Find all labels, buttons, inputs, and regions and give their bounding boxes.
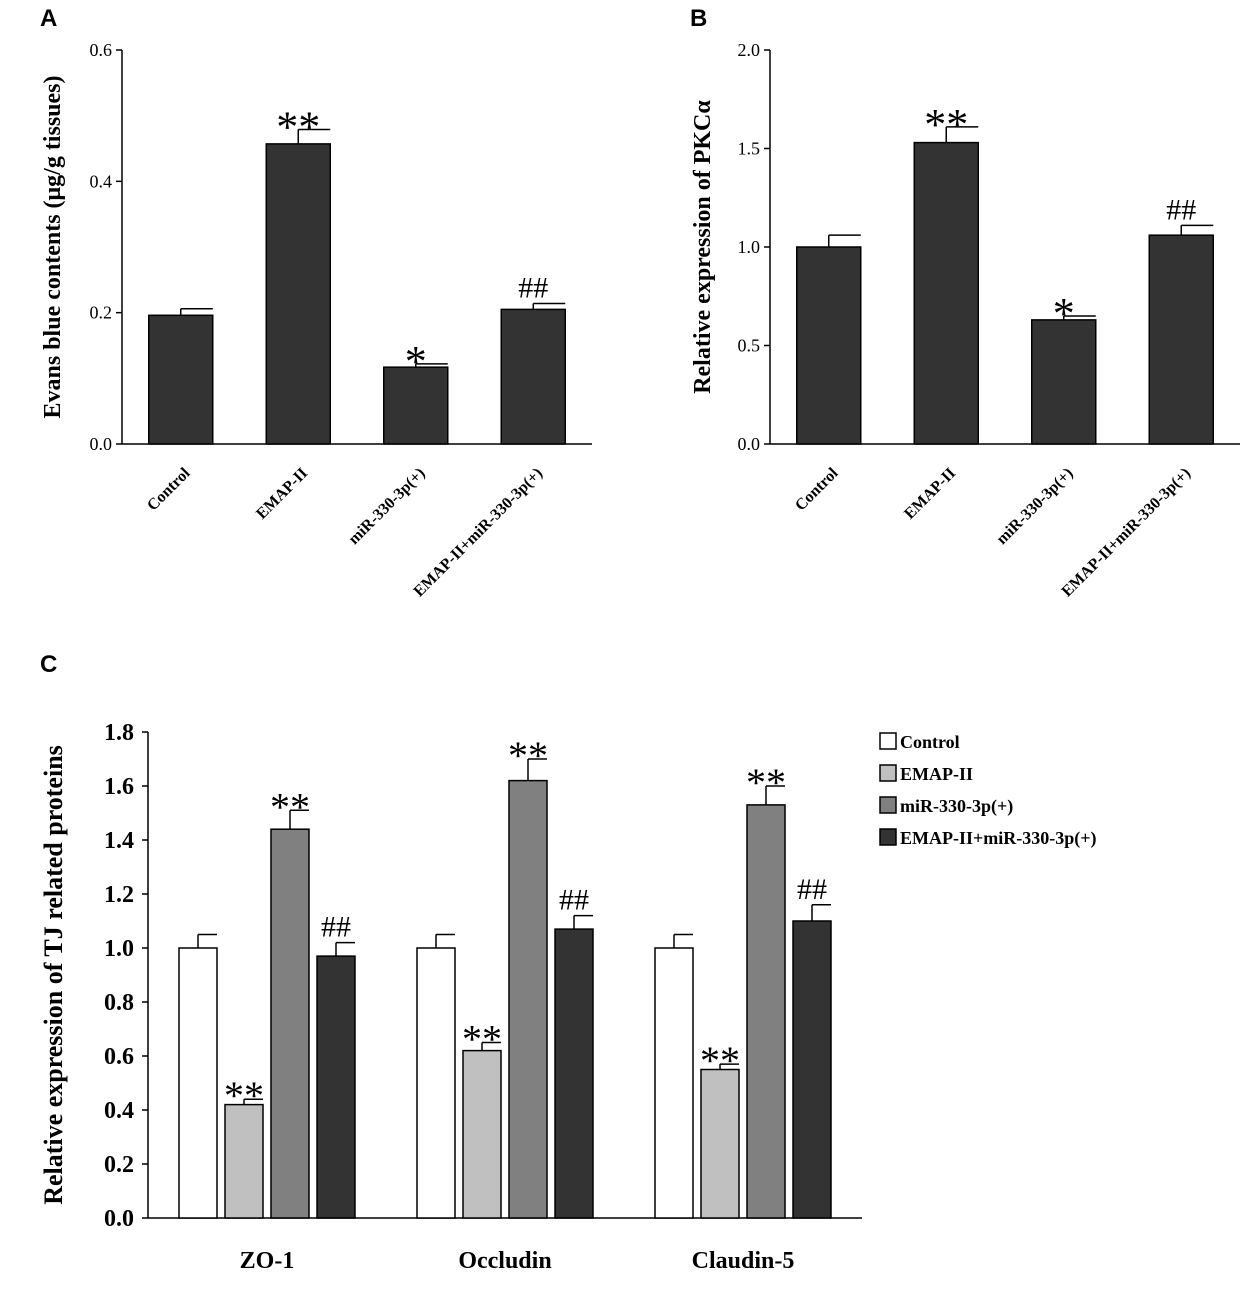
b-y-tick-label: 2.0 (738, 40, 761, 60)
a-annotation: * (405, 337, 427, 386)
b-annotation: ## (1166, 193, 1196, 226)
b-x-tick-label: miR-330-3p(+) (993, 465, 1076, 548)
c-legend-swatch (879, 828, 897, 846)
c-bar (554, 928, 594, 1219)
c-y-tick-label: 1.8 (104, 720, 134, 746)
c-legend-swatch (879, 732, 897, 750)
a-x-tick-label: miR-330-3p(+) (345, 465, 428, 548)
c-legend-label: Control (900, 732, 960, 752)
a-y-tick-label: 0.2 (90, 303, 113, 323)
panel-label-a: A (40, 5, 57, 32)
c-bar (224, 1103, 264, 1219)
c-bar (700, 1068, 740, 1219)
b-bar (1031, 319, 1097, 445)
panel-label-c: C (40, 651, 57, 678)
a-x-tick-label: Control (144, 464, 194, 514)
b-y-axis-label: Relative expression of PKCα (690, 100, 716, 394)
b-y-tick-label: 1.5 (738, 139, 761, 159)
c-legend-label: miR-330-3p(+) (900, 796, 1013, 817)
a-bar (265, 143, 331, 445)
chart-panel-a: 0.0 0.2 0.4 0.6 Control ** EMAP-II * miR-330-3p(… (40, 40, 592, 600)
b-y-tick-label: 0.0 (738, 434, 761, 454)
a-x-tick-label: EMAP-II+miR-330-3p(+) (411, 465, 547, 601)
b-x-tick-label: Control (792, 464, 842, 514)
c-x-tick-label: ZO-1 (240, 1248, 295, 1274)
c-annotation: ** (224, 1073, 264, 1118)
c-y-tick-label: 0.4 (104, 1098, 134, 1124)
b-y-tick-label: 1.0 (738, 237, 761, 257)
c-y-tick-label: 0.2 (104, 1152, 134, 1178)
b-annotation: * (1053, 289, 1075, 338)
c-y-tick-label: 1.0 (104, 936, 134, 962)
c-legend-swatch (879, 796, 897, 814)
c-y-tick-label: 0.8 (104, 990, 134, 1016)
c-x-tick-label: Claudin-5 (692, 1248, 795, 1274)
c-bar (508, 779, 548, 1219)
c-annotation: ** (746, 760, 786, 805)
c-bar (792, 920, 832, 1219)
c-legend: Control EMAP-II miR-330-3p(+) EMAP-II+miR-3… (879, 732, 1097, 849)
a-bar (148, 314, 214, 445)
c-legend-swatch (879, 764, 897, 782)
c-annotation: ## (797, 873, 827, 906)
c-legend-label: EMAP-II+miR-330-3p(+) (900, 828, 1097, 849)
a-annotation: ** (276, 102, 320, 151)
c-annotation: ## (321, 911, 351, 944)
c-bar (746, 804, 786, 1219)
b-y-tick-label: 0.5 (738, 336, 761, 356)
c-y-axis-label: Relative expression of TJ related protei… (39, 745, 68, 1205)
a-y-tick-label: 0.6 (90, 40, 113, 60)
c-bar (316, 955, 356, 1219)
c-annotation: ** (508, 733, 548, 778)
b-x-tick-label: EMAP-II+miR-330-3p(+) (1059, 465, 1195, 601)
c-bar (270, 828, 310, 1219)
chart-panel-c: 0.0 0.2 0.4 0.6 0.8 1.0 1.2 1.4 1.6 1.8 ** ** ## ZO-1… (39, 720, 1097, 1274)
a-bar (383, 366, 449, 445)
c-bar (416, 947, 456, 1219)
c-y-tick-label: 0.0 (104, 1206, 134, 1232)
c-x-tick-label: Occludin (458, 1248, 551, 1274)
c-annotation: ## (559, 884, 589, 917)
b-bar (1148, 234, 1214, 445)
c-y-tick-label: 1.4 (104, 828, 134, 854)
b-annotation: ** (924, 100, 968, 149)
a-bar (500, 308, 566, 445)
a-annotation: ## (518, 271, 548, 304)
a-y-tick-label: 0.0 (90, 434, 113, 454)
b-x-tick-label: EMAP-II (901, 465, 959, 523)
c-bar (178, 947, 218, 1219)
a-x-tick-label: EMAP-II (253, 465, 311, 523)
c-y-tick-label: 0.6 (104, 1044, 134, 1070)
panel-label-b: B (690, 5, 707, 32)
chart-panel-b: 0.0 0.5 1.0 1.5 2.0 Control ** EMAP-II * miR-330-… (690, 40, 1240, 600)
b-bar (913, 141, 979, 445)
c-y-tick-label: 1.6 (104, 774, 134, 800)
c-legend-label: EMAP-II (900, 764, 973, 784)
c-annotation: ** (462, 1017, 502, 1062)
c-annotation: ** (700, 1038, 740, 1083)
b-bar (796, 246, 862, 445)
c-bar (654, 947, 694, 1219)
c-annotation: ** (270, 784, 310, 829)
c-bar (462, 1049, 502, 1219)
c-y-tick-label: 1.2 (104, 882, 134, 908)
a-y-axis-label: Evans blue contents (μg/g tissues) (40, 76, 66, 419)
a-y-tick-label: 0.4 (90, 171, 113, 191)
